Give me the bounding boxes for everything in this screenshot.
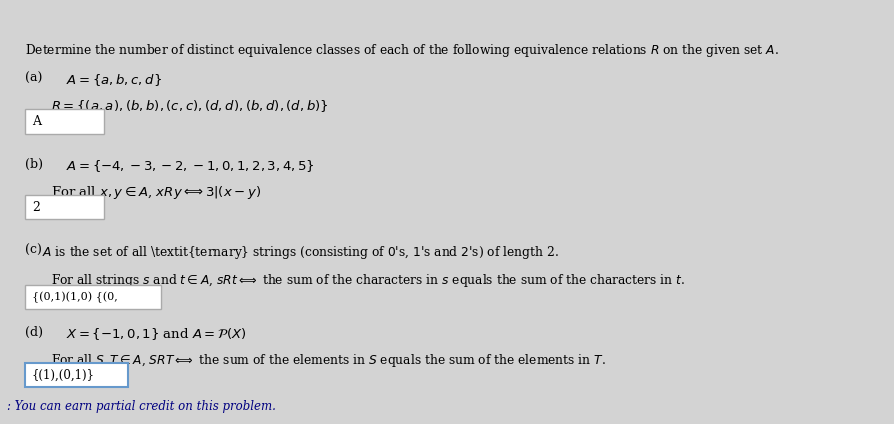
Text: $R = \{(a, a), (b, b), (c, c), (d, d), (b, d), (d, b)\}$: $R = \{(a, a), (b, b), (c, c), (d, d), (…	[51, 98, 329, 114]
Text: (d): (d)	[25, 326, 43, 339]
FancyBboxPatch shape	[25, 363, 128, 388]
Text: Determine the number of distinct equivalence classes of each of the following eq: Determine the number of distinct equival…	[25, 42, 779, 59]
Text: 2: 2	[31, 201, 39, 214]
Text: $A$ is the set of all \textit{ternary} strings (consisting of $0$'s, $1$'s and $: $A$ is the set of all \textit{ternary} s…	[42, 244, 559, 261]
Text: (a): (a)	[25, 72, 42, 85]
Text: (b): (b)	[25, 158, 43, 171]
Text: $A = \{a, b, c, d\}$: $A = \{a, b, c, d\}$	[66, 72, 162, 88]
Text: {(0,1)(1,0) {(0,: {(0,1)(1,0) {(0,	[31, 291, 117, 303]
FancyBboxPatch shape	[25, 195, 104, 220]
Text: $A = \{-4, -3, -2, -1, 0, 1, 2, 3, 4, 5\}$: $A = \{-4, -3, -2, -1, 0, 1, 2, 3, 4, 5\…	[66, 158, 315, 174]
Text: For all strings $s$ and $t \in A$, $sRt \Longleftrightarrow$ the sum of the char: For all strings $s$ and $t \in A$, $sRt …	[51, 272, 685, 289]
FancyBboxPatch shape	[25, 109, 104, 134]
Text: (c): (c)	[25, 244, 42, 257]
Text: For all $S, T \in A$, $SRT \Longleftrightarrow$ the sum of the elements in $S$ e: For all $S, T \in A$, $SRT \Longleftrigh…	[51, 352, 606, 369]
Text: : You can earn partial credit on this problem.: : You can earn partial credit on this pr…	[7, 400, 276, 413]
FancyBboxPatch shape	[25, 285, 161, 309]
Text: A: A	[31, 115, 41, 128]
Text: For all $x, y \in A$, $xRy \Longleftrightarrow 3|(x - y)$: For all $x, y \in A$, $xRy \Longleftrigh…	[51, 184, 261, 201]
Text: $X = \{-1, 0, 1\}$ and $A = \mathcal{P}(X)$: $X = \{-1, 0, 1\}$ and $A = \mathcal{P}(…	[66, 326, 247, 342]
Text: {(1),(0,1)}: {(1),(0,1)}	[31, 369, 95, 382]
